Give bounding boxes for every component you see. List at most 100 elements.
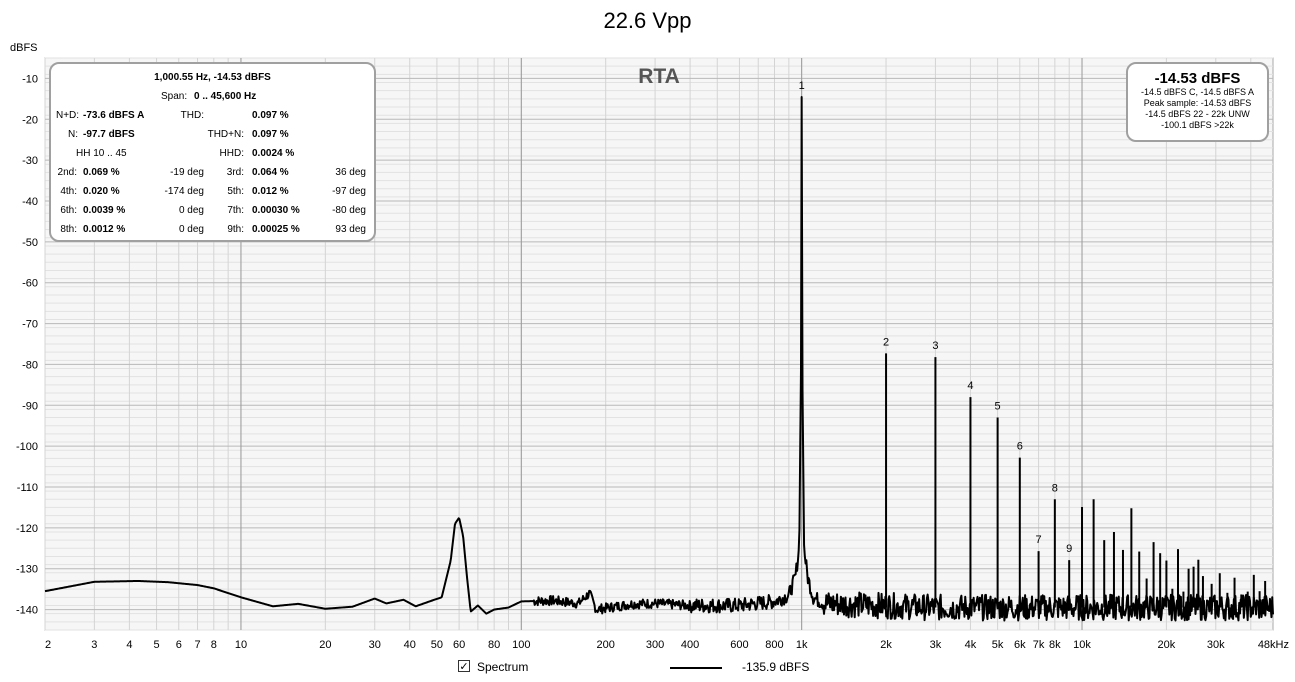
h4-phase: -174 deg (164, 186, 204, 197)
y-tick-label: -70 (22, 319, 38, 331)
span-value: 0 .. 45,600 Hz (194, 91, 257, 102)
x-tick-label: 7 (194, 639, 200, 651)
h5-label: 5th: (227, 186, 244, 197)
n-label: N: (68, 129, 78, 140)
thdn-value: 0.097 % (252, 129, 289, 140)
x-tick-label: 80 (488, 639, 500, 651)
h3-value: 0.064 % (252, 167, 289, 178)
x-tick-label: 1k (796, 639, 808, 651)
y-tick-label: -60 (22, 278, 38, 290)
x-tick-label: 4 (126, 639, 132, 651)
legend-series-label: Spectrum (477, 660, 529, 674)
x-tick-label: 30k (1207, 639, 1225, 651)
h6-value: 0.0039 % (83, 205, 126, 216)
y-axis-label: dBFS (10, 42, 38, 54)
x-tick-label: 40 (404, 639, 416, 651)
stats-header: 1,000.55 Hz, -14.53 dBFS (154, 72, 271, 83)
h2-phase: -19 deg (170, 167, 204, 178)
h3-label: 3rd: (226, 167, 244, 178)
y-tick-label: -30 (22, 155, 38, 167)
h6-label: 6th: (60, 205, 77, 216)
x-tick-label: 20k (1158, 639, 1176, 651)
major-gridlines (45, 58, 1273, 630)
h7-phase: -80 deg (332, 205, 366, 216)
legend: ✓ Spectrum -135.9 dBFS (0, 658, 1295, 678)
x-tick-label: 10k (1073, 639, 1091, 651)
x-tick-label: 48kHz (1258, 639, 1289, 651)
y-tick-label: -50 (22, 237, 38, 249)
h9-value: 0.00025 % (252, 224, 300, 235)
harmonic-label: 2 (883, 336, 889, 348)
y-tick-label: -100 (16, 441, 38, 453)
harmonic-label: 7 (1036, 534, 1042, 546)
level-weighted: -14.5 dBFS C, -14.5 dBFS A (1140, 87, 1255, 97)
y-tick-label: -90 (22, 400, 38, 412)
h3-phase: 36 deg (335, 167, 366, 178)
h8-phase: 0 deg (178, 224, 204, 235)
n-value: -97.7 dBFS (83, 129, 135, 140)
thdn-label: THD+N: (207, 129, 244, 140)
x-tick-label: 2k (880, 639, 892, 651)
x-tick-label: 5 (154, 639, 160, 651)
x-tick-label: 200 (597, 639, 615, 651)
h8-label: 8th: (60, 224, 77, 235)
y-tick-label: -140 (16, 605, 38, 617)
y-tick-label: -40 (22, 196, 38, 208)
legend-cursor-value: -135.9 dBFS (742, 660, 810, 674)
x-tick-label: 10 (235, 639, 247, 651)
y-tick-label: -20 (22, 114, 38, 126)
y-tick-label: -10 (22, 73, 38, 85)
h6-phase: 0 deg (178, 205, 204, 216)
hhd-label: HHD: (219, 148, 244, 159)
h4-label: 4th: (60, 186, 77, 197)
thd-label: THD: (180, 110, 204, 121)
span-label: Span: (161, 91, 188, 102)
legend-line-swatch (670, 667, 722, 669)
y-tick-label: -130 (16, 564, 38, 576)
y-tick-label: -120 (16, 523, 38, 535)
y-axis-tick-labels: -10 -20 -30 -40 -50 -60 -70 -80 -90 -100 -110 -120 -… (16, 73, 38, 616)
x-tick-label: 300 (646, 639, 664, 651)
harmonic-label: 5 (995, 401, 1001, 413)
h4-value: 0.020 % (83, 186, 120, 197)
x-tick-label: 100 (512, 639, 530, 651)
level-panel[interactable]: -14.53 dBFS -14.5 dBFS C, -14.5 dBFS A P… (1126, 62, 1269, 142)
spectrum-visibility-checkbox[interactable]: ✓ (458, 660, 470, 673)
nd-value: -73.6 dBFS A (83, 110, 145, 121)
x-tick-label: 60 (453, 639, 465, 651)
hhd-value: 0.0024 % (252, 148, 295, 159)
rta-watermark: RTA (638, 65, 680, 88)
chart-title: 22.6 Vpp (603, 8, 692, 33)
distortion-stats-panel[interactable]: 1,000.55 Hz, -14.53 dBFS Span: 0 .. 45,6… (49, 62, 376, 242)
x-tick-label: 8k (1049, 639, 1061, 651)
x-tick-label: 400 (681, 639, 699, 651)
thd-value: 0.097 % (252, 110, 289, 121)
x-tick-label: 3 (91, 639, 97, 651)
nd-label: N+D: (56, 110, 80, 121)
level-unweighted: -14.5 dBFS 22 - 22k UNW (1145, 109, 1250, 119)
x-tick-label: 2 (45, 639, 51, 651)
harmonic-label: 9 (1066, 543, 1072, 555)
x-axis-tick-labels: 2 3 4 5 6 7 8 10 20 30 40 50 60 80 100 200 300 400 600 800 1… (45, 639, 1289, 651)
x-tick-label: 20 (319, 639, 331, 651)
level-peak-sample: Peak sample: -14.53 dBFS (1143, 98, 1252, 108)
y-tick-label: -80 (22, 359, 38, 371)
h9-label: 9th: (227, 224, 244, 235)
harmonic-peaks (885, 353, 1267, 608)
x-tick-label: 6k (1014, 639, 1026, 651)
x-tick-label: 800 (765, 639, 783, 651)
x-tick-label: 7k (1033, 639, 1045, 651)
harmonic-labels: 1 2 3 4 5 6 7 8 9 (799, 80, 1073, 555)
x-tick-label: 8 (211, 639, 217, 651)
level-main-value: -14.53 dBFS (1154, 70, 1241, 87)
x-tick-label: 30 (369, 639, 381, 651)
x-tick-label: 600 (730, 639, 748, 651)
x-tick-label: 6 (176, 639, 182, 651)
harmonic-label: 4 (967, 380, 973, 392)
x-tick-label: 50 (431, 639, 443, 651)
harmonic-label: 1 (799, 80, 805, 92)
y-tick-label: -110 (17, 482, 38, 494)
harmonic-label: 6 (1017, 441, 1023, 453)
h5-phase: -97 deg (332, 186, 366, 197)
